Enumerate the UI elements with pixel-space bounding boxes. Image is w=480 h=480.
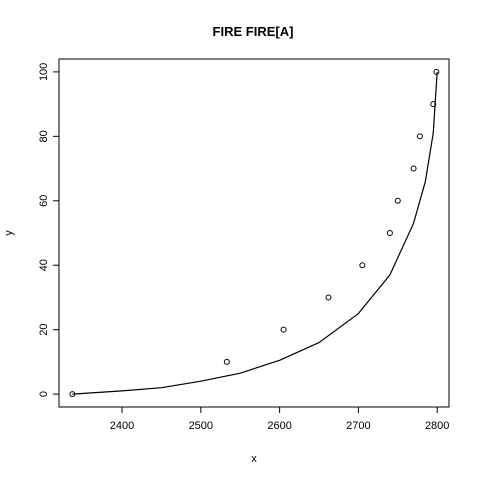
x-tick-label: 2700 (346, 420, 370, 432)
y-axis: 0 20 40 60 80 100 (38, 63, 59, 397)
y-tick-label: 0 (38, 391, 50, 397)
fitted-curve (72, 71, 438, 395)
data-point (69, 391, 76, 398)
data-point (386, 230, 393, 236)
y-tick-label: 80 (38, 130, 50, 142)
data-points (69, 68, 440, 398)
data-point (394, 197, 401, 204)
plot-frame (58, 58, 450, 408)
x-axis: 2400 2500 2600 2700 2800 (110, 407, 449, 432)
data-point (416, 133, 423, 140)
x-tick-label: 2800 (425, 420, 449, 432)
y-tick-label: 60 (38, 195, 50, 207)
data-point (410, 165, 417, 172)
data-point (359, 262, 366, 269)
y-tick-label: 20 (38, 324, 50, 336)
chart-title: FIRE FIRE[A] (213, 24, 294, 39)
x-tick-label: 2400 (110, 420, 134, 432)
y-tick-label: 100 (38, 63, 50, 81)
y-axis-label: y (3, 230, 15, 236)
y-tick-label: 40 (38, 259, 50, 271)
x-tick-label: 2500 (189, 420, 213, 432)
data-point (433, 68, 440, 75)
x-tick-label: 2600 (267, 420, 291, 432)
x-axis-label: x (251, 453, 257, 465)
data-point (430, 101, 437, 108)
data-point (223, 358, 230, 365)
data-point (325, 294, 332, 301)
data-point (280, 326, 287, 333)
